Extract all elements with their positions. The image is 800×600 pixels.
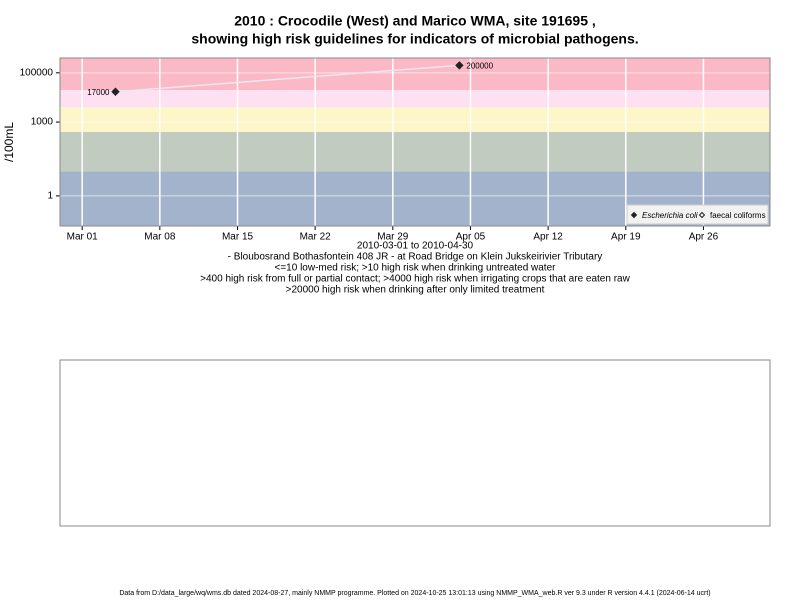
x-tick-label: Apr 19 <box>611 232 641 243</box>
legend-box <box>626 204 769 225</box>
x-tick-label: Mar 22 <box>300 232 332 243</box>
legend-label: faecal coliforms <box>710 211 766 220</box>
data-label: 17000 <box>87 88 110 97</box>
x-axis-label: - Bloubosrand Bothasfontein 408 JR - at … <box>228 252 603 263</box>
risk-band <box>60 58 770 91</box>
data-point <box>455 61 464 70</box>
series-line <box>115 64 460 93</box>
x-tick-label: Mar 29 <box>377 232 409 243</box>
empty-panel <box>59 359 771 527</box>
risk-band <box>60 90 770 108</box>
x-axis-label: <=10 low-med risk; >10 high risk when dr… <box>275 263 557 274</box>
risk-band <box>60 131 770 172</box>
x-tick-label: Apr 05 <box>456 232 486 243</box>
y-tick-label: 1000 <box>31 117 54 128</box>
y-axis-label: /100mL <box>2 122 16 162</box>
x-axis-label: >20000 high risk when drinking after onl… <box>286 285 545 296</box>
x-tick-label: Apr 26 <box>689 232 719 243</box>
x-tick-label: Mar 01 <box>67 232 99 243</box>
data-label: 200000 <box>466 62 493 71</box>
chart-title: 2010 : Crocodile (West) and Marico WMA, … <box>234 13 596 29</box>
x-tick-label: Mar 08 <box>144 232 176 243</box>
plot-frame <box>59 57 771 227</box>
chart-title: showing high risk guidelines for indicat… <box>191 31 638 47</box>
data-point <box>111 87 120 96</box>
y-tick-label: 100000 <box>20 67 54 78</box>
risk-band <box>60 107 770 132</box>
legend-marker <box>630 211 638 219</box>
x-axis-label: 2010-03-01 to 2010-04-30 <box>357 241 474 252</box>
legend-label: Escherichia coli <box>642 211 698 220</box>
x-axis-label: >400 high risk from full or partial cont… <box>200 274 630 285</box>
x-tick-label: Mar 15 <box>222 232 254 243</box>
footer: Data from D:/data_large/wq/wms.db dated … <box>119 590 710 597</box>
x-tick-label: Apr 12 <box>533 232 563 243</box>
legend-marker <box>698 211 706 219</box>
y-tick-label: 1 <box>47 191 53 202</box>
